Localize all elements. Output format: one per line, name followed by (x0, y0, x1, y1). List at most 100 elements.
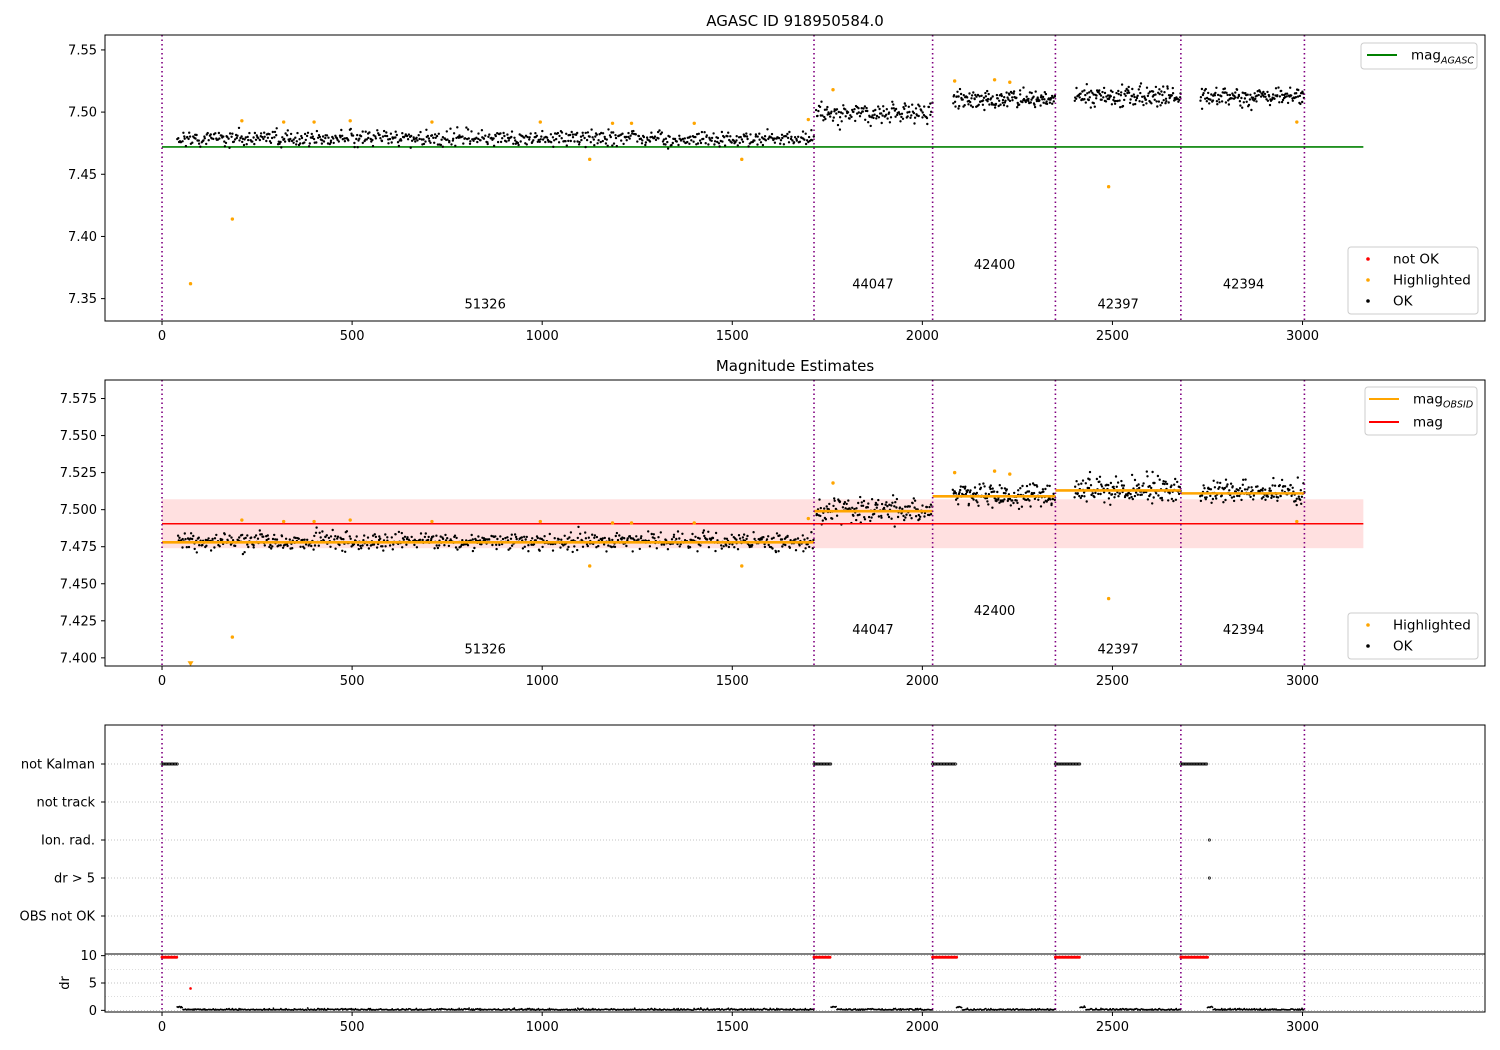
not-kalman-point (1191, 762, 1195, 766)
highlighted-point (610, 121, 615, 125)
not-kalman-point (1190, 762, 1193, 766)
x-tick-label: 1000 (526, 674, 559, 689)
dr-outlier-point (189, 987, 192, 990)
panel-dr: 0 500 1000 1500 2000 2500 3000 0 5 10 dr (58, 949, 1486, 1035)
ok-points (1073, 82, 1182, 109)
not-kalman-point (932, 762, 936, 766)
obsid-label: 42400 (974, 604, 1015, 619)
highlighted-point (188, 281, 193, 286)
legend-frame (1360, 42, 1478, 70)
not-kalman-point (1063, 762, 1066, 766)
not-kalman-point (943, 762, 947, 766)
x-tick-label: 2500 (1096, 1020, 1129, 1035)
legend-label-text: mag (1413, 415, 1443, 431)
not-kalman-point (814, 762, 817, 766)
y-tick-label: 7.40 (68, 230, 97, 245)
not-kalman-point (166, 762, 170, 766)
ion-rad-point (1207, 838, 1211, 842)
highlighted-point (538, 519, 542, 524)
obsid-label: 42394 (1223, 278, 1264, 293)
highlighted-point (281, 120, 286, 124)
not-kalman-point (938, 762, 942, 766)
not-kalman-point (1183, 762, 1187, 766)
highlighted-point (629, 121, 634, 125)
not-kalman-point (829, 762, 833, 766)
highlighted-point (588, 157, 592, 162)
highlighted-point (831, 88, 835, 92)
highlighted-point (187, 661, 194, 667)
highlighted-point (588, 564, 592, 568)
not-kalman-point (1193, 762, 1197, 766)
highlighted-point (806, 117, 811, 122)
y-axis-label: dr (58, 976, 73, 990)
legend-marker (1366, 257, 1370, 261)
legend-marker (1366, 644, 1370, 648)
y-tick-label: 7.475 (60, 540, 97, 555)
not-kalman-point (935, 762, 939, 766)
not-kalman-point (1057, 762, 1060, 766)
not-kalman-point (827, 762, 831, 766)
x-tick-label: 0 (158, 674, 166, 689)
x-tick-label: 500 (340, 1020, 365, 1035)
highlighted-point (831, 481, 835, 485)
flag-row-label: dr > 5 (54, 872, 95, 887)
not-kalman-point (1182, 762, 1186, 766)
obsid-label: 44047 (852, 278, 893, 293)
legend-label-subscript: AGASC (1440, 56, 1474, 67)
highlighted-point (692, 521, 696, 525)
not-kalman-point (1075, 762, 1079, 766)
not-kalman-point (162, 762, 165, 766)
highlighted-point (992, 78, 997, 82)
y-tick-label: 7.425 (60, 614, 97, 629)
not-kalman-point (1180, 762, 1184, 766)
y-tick-label: 7.550 (60, 429, 97, 444)
highlighted-point (992, 469, 997, 473)
obsid-label: 44047 (852, 623, 893, 638)
not-kalman-point (1187, 762, 1190, 766)
y-tick-label: 7.55 (68, 43, 97, 58)
x-tick-label: 2000 (906, 674, 939, 689)
x-tick-label: 3000 (1286, 1020, 1319, 1035)
ok-points (814, 100, 934, 131)
dr-gt5-point (1207, 876, 1211, 880)
legend-marker (1366, 278, 1370, 282)
y-tick-label: 7.450 (60, 577, 97, 592)
panel-magnitude-estimates: Magnitude Estimates 51326 44047 42400 42397 4… (60, 357, 1486, 689)
ok-points (1199, 86, 1306, 112)
not-kalman-point (947, 762, 951, 766)
highlighted-point (952, 470, 957, 475)
not-kalman-point (160, 762, 164, 766)
x-tick-label: 1500 (716, 329, 749, 344)
y-tick-label: 7.45 (68, 168, 97, 183)
obsid-label: 51326 (464, 298, 505, 313)
y-tick-label: 7.50 (68, 106, 97, 121)
highlighted-point (430, 120, 434, 124)
not-kalman-point (949, 762, 953, 766)
x-tick-label: 1000 (526, 329, 559, 344)
obsid-label: 42394 (1223, 623, 1264, 638)
y-tick-label: 5 (89, 977, 97, 992)
ok-points (176, 126, 816, 150)
not-kalman-point (174, 762, 178, 766)
highlighted-point (281, 519, 286, 524)
not-kalman-point (817, 762, 821, 766)
not-kalman-point (821, 762, 825, 766)
legend-label: not OK (1393, 252, 1440, 268)
not-kalman-point (823, 762, 827, 766)
not-kalman-point (1072, 762, 1076, 766)
chart-title: Magnitude Estimates (716, 357, 874, 375)
highlighted-point (1106, 596, 1111, 601)
axes-frame (104, 34, 1486, 322)
not-kalman-point (1067, 762, 1071, 766)
not-kalman-point (815, 762, 819, 766)
highlighted-point (1008, 472, 1012, 476)
highlighted-point (1295, 519, 1299, 524)
not-kalman-point (1070, 762, 1074, 766)
legend-label: OK (1393, 294, 1414, 310)
flag-row-label: not track (36, 796, 95, 811)
highlighted-point (1008, 80, 1012, 84)
ok-points (952, 86, 1057, 112)
legend-label-subscript: OBSID (1443, 400, 1473, 411)
ok-points (1073, 470, 1182, 506)
